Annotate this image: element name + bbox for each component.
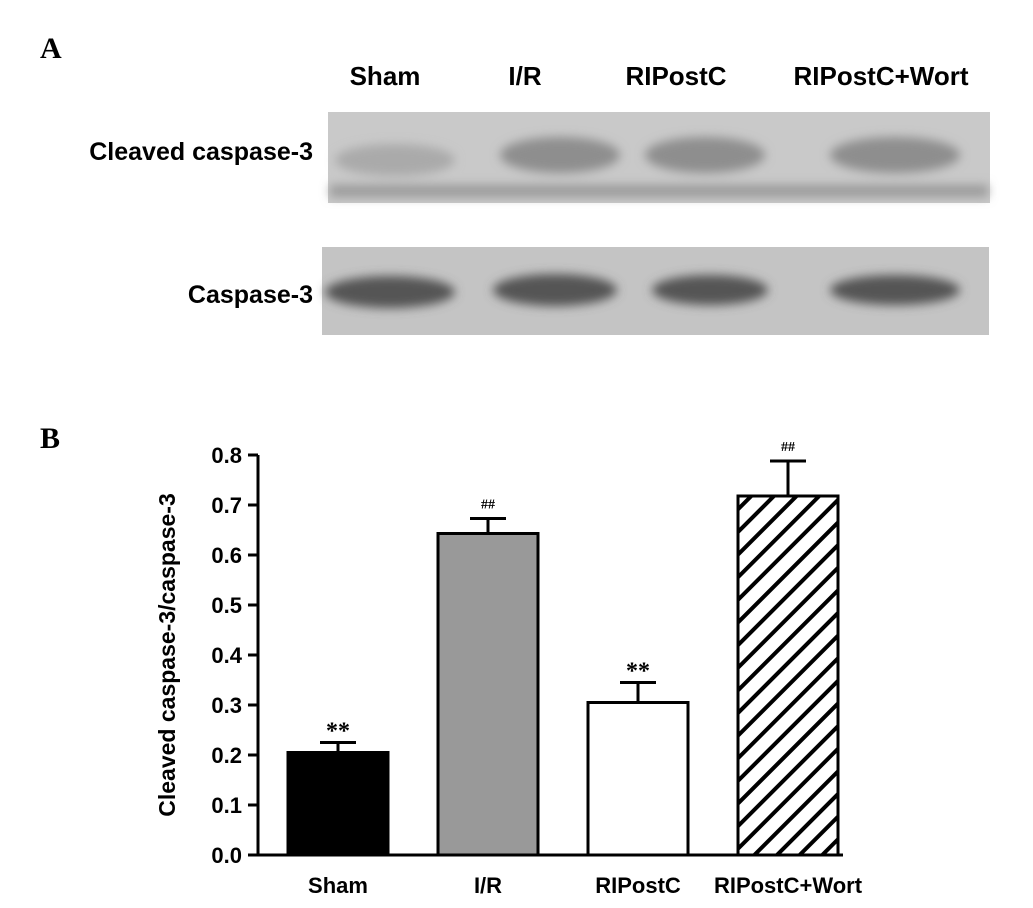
panel-label: B bbox=[40, 422, 60, 455]
x-tick-label: I/R bbox=[474, 873, 502, 898]
bar-chart: Cleaved caspase-3/caspase-3 0.0 0.1 0.2 0.3… bbox=[154, 440, 863, 898]
y-tick-label: 0.0 bbox=[211, 843, 242, 868]
lane-label: Sham bbox=[350, 61, 421, 91]
x-tick-label: RIPostC+Wort bbox=[714, 873, 863, 898]
bar bbox=[286, 751, 390, 857]
row-label: Caspase-3 bbox=[188, 281, 313, 309]
lane-label: I/R bbox=[508, 61, 541, 91]
blot-bands bbox=[330, 137, 988, 197]
annotation: ## bbox=[781, 440, 795, 455]
y-tick-label: 0.5 bbox=[211, 593, 242, 618]
row-label: Cleaved caspase-3 bbox=[89, 138, 313, 166]
y-axis-label: Cleaved caspase-3/caspase-3 bbox=[154, 493, 180, 817]
lane-label: RIPostC+Wort bbox=[793, 61, 968, 91]
annotation: ** bbox=[326, 719, 350, 745]
annotation: ** bbox=[626, 659, 650, 685]
bar bbox=[436, 532, 540, 857]
x-tick-label: RIPostC bbox=[595, 873, 681, 898]
annotation: ## bbox=[481, 498, 495, 513]
y-tick-label: 0.7 bbox=[211, 493, 242, 518]
x-tick-label: Sham bbox=[308, 873, 368, 898]
y-tick-label: 0.1 bbox=[211, 793, 242, 818]
panel-label: A bbox=[40, 32, 62, 65]
y-tick-label: 0.2 bbox=[211, 743, 242, 768]
blot-bands bbox=[325, 274, 960, 308]
bar bbox=[586, 701, 690, 857]
blot: Sham I/R RIPostC RIPostC+Wort Cleaved ca… bbox=[89, 61, 990, 335]
y-tick-label: 0.8 bbox=[211, 443, 242, 468]
y-tick-label: 0.3 bbox=[211, 693, 242, 718]
lane-label: RIPostC bbox=[625, 61, 726, 91]
bar bbox=[736, 494, 840, 857]
y-tick-label: 0.4 bbox=[211, 643, 242, 668]
y-tick-label: 0.6 bbox=[211, 543, 242, 568]
